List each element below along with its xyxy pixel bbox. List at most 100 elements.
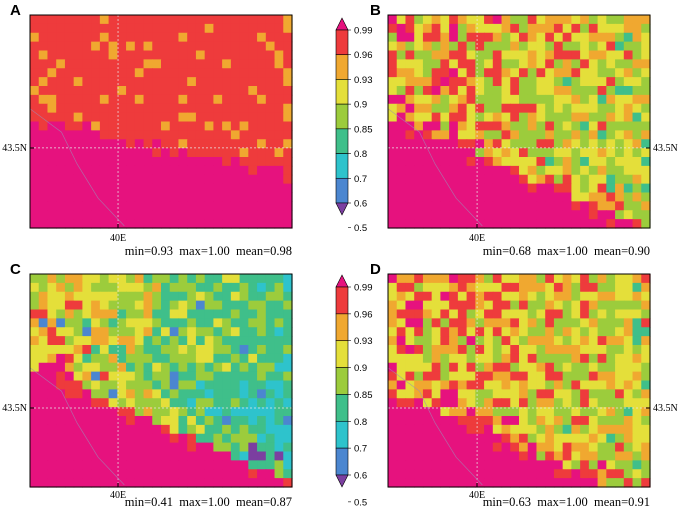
heatmap-cell — [388, 86, 398, 96]
heatmap-cell — [73, 318, 83, 328]
heatmap-cell — [632, 94, 642, 105]
heatmap-cell — [527, 282, 538, 293]
heatmap-cell — [91, 460, 101, 470]
heatmap-cell — [222, 407, 232, 417]
heatmap-cell — [545, 398, 555, 408]
heatmap-cell — [274, 157, 284, 167]
heatmap-cell — [283, 291, 293, 302]
heatmap-cell — [73, 50, 83, 60]
y-tick-label: 43.5N — [2, 143, 27, 154]
heatmap-cell — [414, 50, 424, 60]
heatmap-cell — [457, 210, 468, 220]
heatmap-cell — [73, 460, 83, 470]
heatmap-cell — [440, 407, 450, 417]
heatmap-cell — [492, 183, 503, 194]
heatmap-cell — [457, 59, 468, 69]
heatmap-cell — [475, 398, 485, 408]
heatmap-cell — [536, 32, 546, 43]
heatmap-cell — [449, 424, 459, 435]
heatmap-cell — [257, 121, 267, 131]
heatmap-cell — [161, 59, 171, 69]
heatmap-cell — [108, 442, 118, 453]
heatmap-cell — [641, 274, 651, 284]
heatmap-cell — [449, 291, 459, 302]
heatmap-cell — [597, 77, 607, 87]
heatmap-cell — [30, 451, 40, 461]
heatmap-cell — [47, 32, 57, 43]
heatmap-cell — [501, 362, 511, 373]
heatmap-cell — [492, 15, 503, 25]
colorbar-label: 0.96 — [354, 309, 373, 320]
heatmap-cell — [545, 442, 555, 453]
heatmap-cell — [230, 77, 241, 87]
heatmap-cell — [248, 327, 258, 337]
heatmap-cell — [501, 148, 511, 158]
heatmap-cell — [536, 442, 546, 453]
heatmap-cell — [588, 219, 599, 229]
heatmap-cell — [553, 32, 564, 43]
heatmap-cell — [152, 130, 162, 140]
heatmap-cell — [527, 407, 538, 417]
heatmap-cell — [213, 210, 223, 220]
heatmap-cell — [64, 336, 75, 346]
heatmap-cell — [422, 318, 433, 328]
heatmap-cell — [571, 327, 581, 337]
colorbar-segment — [335, 274, 349, 288]
heatmap-cell — [527, 77, 538, 87]
heatmap-cell — [501, 451, 511, 461]
heatmap-cell — [388, 345, 398, 355]
heatmap-cell — [623, 15, 634, 25]
heatmap-cell — [527, 86, 538, 96]
heatmap-cell — [73, 371, 83, 382]
heatmap-cell — [126, 68, 136, 78]
heatmap-cell — [64, 201, 75, 211]
heatmap-cell — [248, 433, 258, 444]
heatmap-cell — [466, 165, 476, 176]
heatmap-cell — [553, 50, 564, 60]
colorbar-segment — [335, 202, 349, 216]
heatmap-cell — [195, 192, 206, 202]
heatmap-cell — [632, 274, 642, 284]
heatmap-cell — [161, 416, 171, 426]
heatmap-cell — [64, 389, 75, 399]
heatmap-cell — [449, 59, 459, 69]
heatmap-cell — [580, 416, 590, 426]
heatmap-cell — [615, 362, 625, 373]
heatmap-cell — [422, 433, 433, 444]
heatmap-cell — [396, 148, 407, 158]
heatmap-cell — [56, 353, 66, 364]
heatmap-cell — [484, 291, 494, 302]
heatmap-cell — [204, 174, 214, 185]
heatmap-cell — [562, 433, 572, 444]
heatmap-cell — [484, 345, 494, 355]
heatmap-cell — [562, 398, 572, 408]
heatmap-cell — [82, 32, 92, 43]
heatmap-cell — [195, 219, 206, 229]
heatmap-cell — [73, 327, 83, 337]
heatmap-cell — [204, 353, 214, 364]
heatmap-cell — [422, 398, 433, 408]
heatmap-cell — [213, 103, 223, 114]
heatmap-cell — [414, 424, 424, 435]
heatmap-cell — [143, 336, 153, 346]
heatmap-cell — [623, 112, 634, 123]
heatmap-cell — [56, 165, 66, 176]
plot-border — [387, 273, 651, 488]
heatmap-cell — [519, 130, 529, 140]
heatmap-cell — [519, 23, 529, 34]
heatmap-cell — [623, 59, 634, 69]
heatmap-cell — [239, 362, 249, 373]
heatmap-cell — [440, 103, 450, 114]
heatmap-cell — [187, 86, 197, 96]
heatmap-cell — [623, 121, 634, 131]
heatmap-cell — [449, 380, 459, 390]
heatmap-cell — [257, 371, 267, 382]
heatmap-cell — [152, 389, 162, 399]
heatmap-cell — [510, 23, 520, 34]
heatmap-cell — [457, 23, 468, 34]
heatmap-cell — [187, 183, 197, 194]
heatmap-cell — [38, 282, 49, 293]
heatmap-cell — [571, 380, 581, 390]
heatmap-cell — [143, 345, 153, 355]
heatmap-cell — [169, 23, 180, 34]
